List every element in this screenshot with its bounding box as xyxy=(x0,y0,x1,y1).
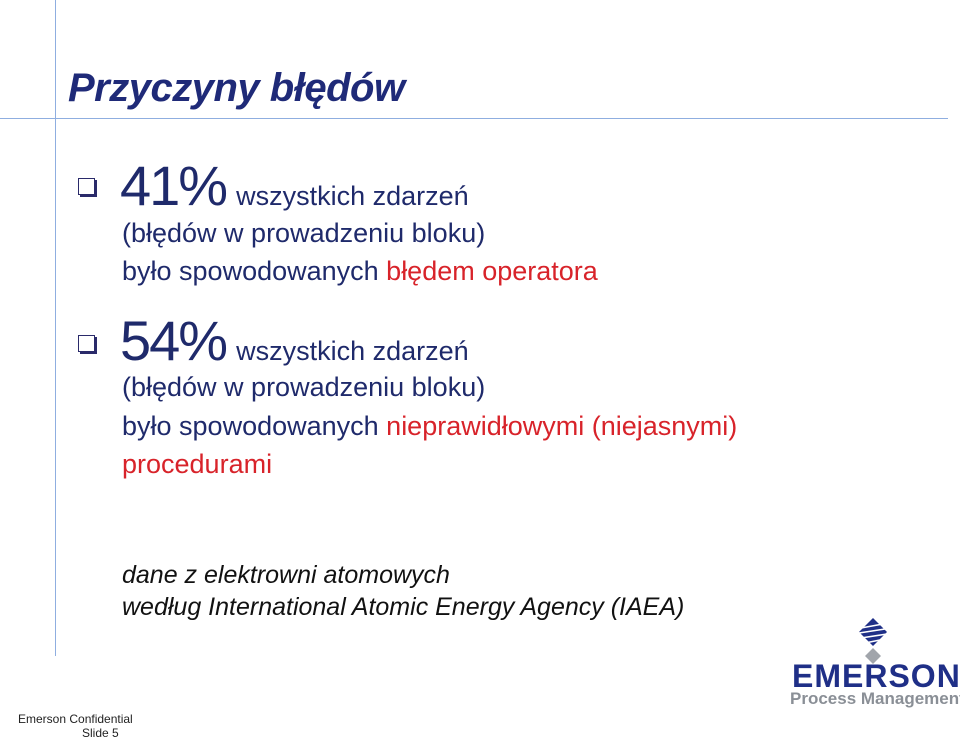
checkbox-bullet-icon xyxy=(78,178,95,195)
vertical-rule xyxy=(55,0,56,656)
footer-slide-number: Slide 5 xyxy=(82,726,119,740)
footer-confidential: Emerson Confidential xyxy=(18,712,133,726)
bullet-2-line4: procedurami xyxy=(122,449,273,479)
bullet-1-after-percent: wszystkich zdarzeń xyxy=(236,181,469,211)
emerson-logo-icon xyxy=(858,618,888,664)
bullet-1-line2: (błędów w prowadzeniu bloku) xyxy=(122,218,486,248)
bullet-2-line3-plain: było spowodowanych xyxy=(122,411,387,441)
logo-subtitle: Process Management xyxy=(790,689,960,708)
bullet-1-line3-highlight: błędem operatora xyxy=(386,256,598,286)
bullet-2-line3: było spowodowanych nieprawidłowymi (niej… xyxy=(122,411,737,442)
bullet-2-line3-highlight: nieprawidłowymi (niejasnymi) xyxy=(386,411,738,441)
bullet-1-percent: 41% xyxy=(120,154,228,217)
bullet-2-header: 54% wszystkich zdarzeń xyxy=(120,313,469,369)
title-underline-rule xyxy=(0,118,948,119)
bullet-1-line3-plain: było spowodowanych xyxy=(122,256,387,286)
source-note-line2: według International Atomic Energy Agenc… xyxy=(122,593,685,621)
checkbox-bullet-icon xyxy=(78,335,95,352)
bullet-1-line3: było spowodowanych błędem operatora xyxy=(122,256,598,287)
source-note-line1: dane z elektrowni atomowych xyxy=(122,561,450,589)
bullet-2-line2: (błędów w prowadzeniu bloku) xyxy=(122,372,486,402)
logo-wordmark: EMERSON. xyxy=(792,658,960,694)
bullet-2-after-percent: wszystkich zdarzeń xyxy=(236,336,469,366)
slide-title: Przyczyny błędów xyxy=(68,66,405,110)
bullet-1-header: 41% wszystkich zdarzeń xyxy=(120,158,469,214)
bullet-2-percent: 54% xyxy=(120,309,228,372)
